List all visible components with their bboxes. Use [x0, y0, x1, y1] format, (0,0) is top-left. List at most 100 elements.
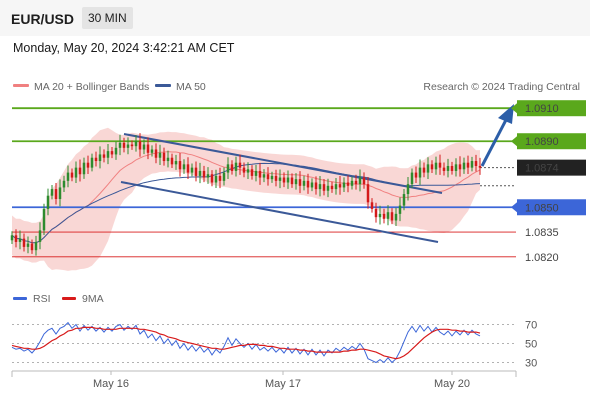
candle-body [338, 184, 342, 188]
candle-body [250, 169, 254, 176]
bollinger-band-area [12, 127, 480, 271]
candle-body [26, 243, 30, 247]
x-axis-label: May 16 [93, 378, 129, 390]
candle-body [238, 162, 242, 168]
price-legend: MA 20 + Bollinger Bands MA 50 Research ©… [13, 81, 580, 93]
candle-body [406, 184, 410, 195]
candle-body [130, 144, 134, 147]
candle-body [314, 182, 318, 190]
candle-body [222, 172, 226, 181]
rsi-grid: 70 50 30 [12, 320, 537, 370]
forecast-arrow-shaft [480, 117, 509, 167]
candle-body [382, 213, 386, 219]
ma50-legend-swatch [155, 84, 171, 87]
candle-body [426, 164, 430, 173]
last-price-label: 1.0874 [525, 163, 559, 175]
candle-body [262, 174, 266, 178]
candle-body [414, 172, 418, 178]
timeframe-button[interactable]: 30 MIN [82, 7, 133, 29]
channel-lower-line [120, 181, 439, 243]
candlesticks [10, 133, 482, 256]
candle-body [50, 189, 54, 196]
candle-body [274, 175, 278, 181]
candle-body [430, 164, 434, 170]
pivot-label: 1.0850 [525, 202, 559, 214]
candle-body [330, 185, 334, 190]
candle-body [390, 212, 394, 221]
support-label: 1.0820 [525, 252, 559, 264]
candle-body [454, 164, 458, 171]
candle-body [110, 151, 114, 155]
x-axis-label: May 20 [434, 378, 470, 390]
candle-body [178, 161, 182, 170]
candle-body [98, 154, 102, 162]
candle-body [38, 230, 42, 242]
candle-body [22, 238, 26, 247]
candle-body [214, 175, 218, 183]
candle-body [190, 167, 194, 173]
candle-body [78, 167, 82, 175]
pivot-box-pointer [511, 202, 517, 213]
candle-body [378, 213, 382, 218]
candle-body [122, 142, 126, 148]
ma20-line [11, 151, 481, 244]
candle-body [86, 162, 90, 168]
channel-upper-line [123, 133, 443, 194]
candle-body [146, 144, 150, 153]
candle-body [242, 167, 246, 173]
candle-body [298, 179, 302, 186]
rsi-legend: RSI 9MA [13, 293, 104, 305]
level-labels: 1.0910 1.0890 1.0874 1.0850 1.0835 1.0820 [511, 100, 586, 264]
candle-body [230, 164, 234, 171]
candle-body [462, 162, 466, 170]
candle-body [410, 172, 414, 185]
candle-body [478, 165, 482, 168]
trend-channel [120, 133, 443, 243]
candle-body [106, 151, 110, 158]
source-credit: Research © 2024 Trading Central [423, 81, 580, 93]
candle-body [446, 165, 450, 171]
candle-body [90, 157, 94, 168]
candle-body [158, 152, 162, 158]
candle-body [290, 177, 294, 185]
forecast-arrow [480, 104, 514, 167]
candle-body [54, 189, 58, 200]
candle-body [254, 170, 258, 176]
candle-body [34, 241, 38, 251]
candle-body [342, 182, 346, 188]
candle-body [422, 167, 426, 173]
candle-body [370, 202, 374, 209]
candle-body [118, 142, 122, 148]
ma20-legend-label: MA 20 + Bollinger Bands [34, 81, 149, 93]
candle-body [138, 141, 142, 150]
candle-body [102, 154, 106, 158]
ma20-legend-swatch [13, 84, 29, 87]
candle-body [306, 180, 310, 188]
candle-body [226, 164, 230, 173]
candle-body [258, 170, 262, 178]
bollinger-band [12, 127, 480, 271]
candle-body [362, 177, 366, 185]
resistance-label: 1.0910 [525, 103, 559, 115]
candle-body [166, 157, 170, 162]
symbol-title: EUR/USD [11, 11, 75, 27]
rsi-legend-label: RSI [33, 293, 51, 305]
candle-body [94, 157, 98, 162]
candle-body [66, 172, 70, 181]
candle-body [346, 182, 350, 186]
candle-body [218, 175, 222, 181]
rsi-line [11, 321, 481, 364]
candle-body [194, 167, 198, 176]
candle-body [334, 184, 338, 190]
candle-body [310, 182, 314, 188]
candle-body [318, 184, 322, 190]
candle-body [302, 180, 306, 186]
candle-body [234, 162, 238, 171]
x-axis-label: May 17 [265, 378, 301, 390]
support-label: 1.0835 [525, 227, 559, 239]
candle-body [326, 185, 330, 191]
candle-body [466, 162, 470, 168]
chart-datetime: Monday, May 20, 2024 3:42:21 AM CET [13, 41, 235, 55]
candle-body [270, 175, 274, 180]
candle-body [82, 162, 86, 175]
